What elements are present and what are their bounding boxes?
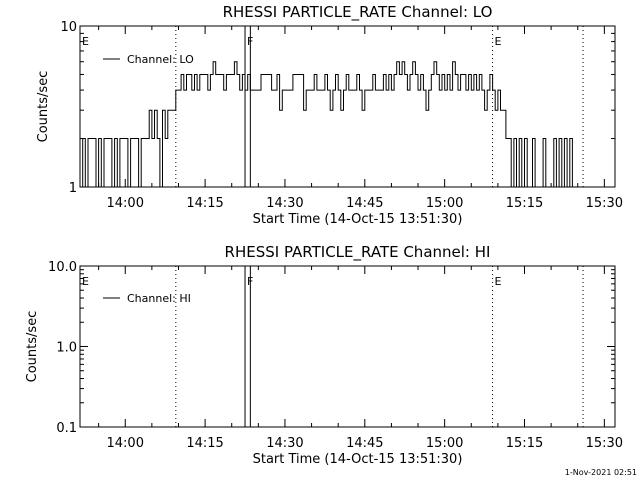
legend-label: Channel: LO [127, 53, 194, 66]
x-tick-label: 14:00 [107, 436, 144, 451]
x-tick-label: 14:45 [346, 196, 383, 211]
chart-panel-hi: RHESSI PARTICLE_RATE Channel: HI 0.1 1.0 10… [25, 243, 623, 467]
x-tick-label: 15:00 [426, 436, 463, 451]
x-tick-label: 14:15 [186, 436, 223, 451]
y-tick-label: 10.0 [48, 260, 77, 275]
x-tick-label: 14:45 [346, 436, 383, 451]
x-tick-label: 14:30 [266, 196, 303, 211]
y-tick-label: 10 [60, 20, 77, 35]
chart-title: RHESSI PARTICLE_RATE Channel: LO [223, 3, 493, 22]
x-tick-label: 15:30 [586, 436, 623, 451]
y-axis-label: Counts/sec [36, 71, 51, 143]
x-tick-label: 15:15 [506, 196, 543, 211]
x-tick-label: 15:15 [506, 436, 543, 451]
x-tick-label: 15:00 [426, 196, 463, 211]
plot-frame [79, 265, 616, 428]
chart-title: RHESSI PARTICLE_RATE Channel: HI [225, 243, 491, 262]
x-axis-label: Start Time (14-Oct-15 13:51:30) [253, 452, 463, 467]
annotation-label: E [82, 35, 89, 48]
x-tick-label: 15:30 [586, 196, 623, 211]
x-tick-label: 14:30 [266, 436, 303, 451]
annotation-label: E [495, 275, 502, 288]
legend-label: Channel: HI [127, 292, 191, 305]
y-tick-label: 0.1 [56, 421, 77, 436]
y-tick-label: 1 [69, 181, 77, 196]
annotation-label: E [495, 35, 502, 48]
plot-frame [79, 25, 616, 188]
chart-panel-lo: RHESSI PARTICLE_RATE Channel: LO 1 10 14:00… [36, 3, 623, 227]
series-line-lo [80, 61, 578, 188]
x-tick-label: 14:00 [107, 196, 144, 211]
y-tick-label: 1.0 [56, 341, 77, 356]
y-axis-label: Counts/sec [25, 311, 40, 383]
footer-timestamp: 1-Nov-2021 02:51 [565, 468, 637, 477]
annotation-label: E [82, 275, 89, 288]
x-axis-label: Start Time (14-Oct-15 13:51:30) [253, 212, 463, 227]
x-tick-label: 14:15 [186, 196, 223, 211]
